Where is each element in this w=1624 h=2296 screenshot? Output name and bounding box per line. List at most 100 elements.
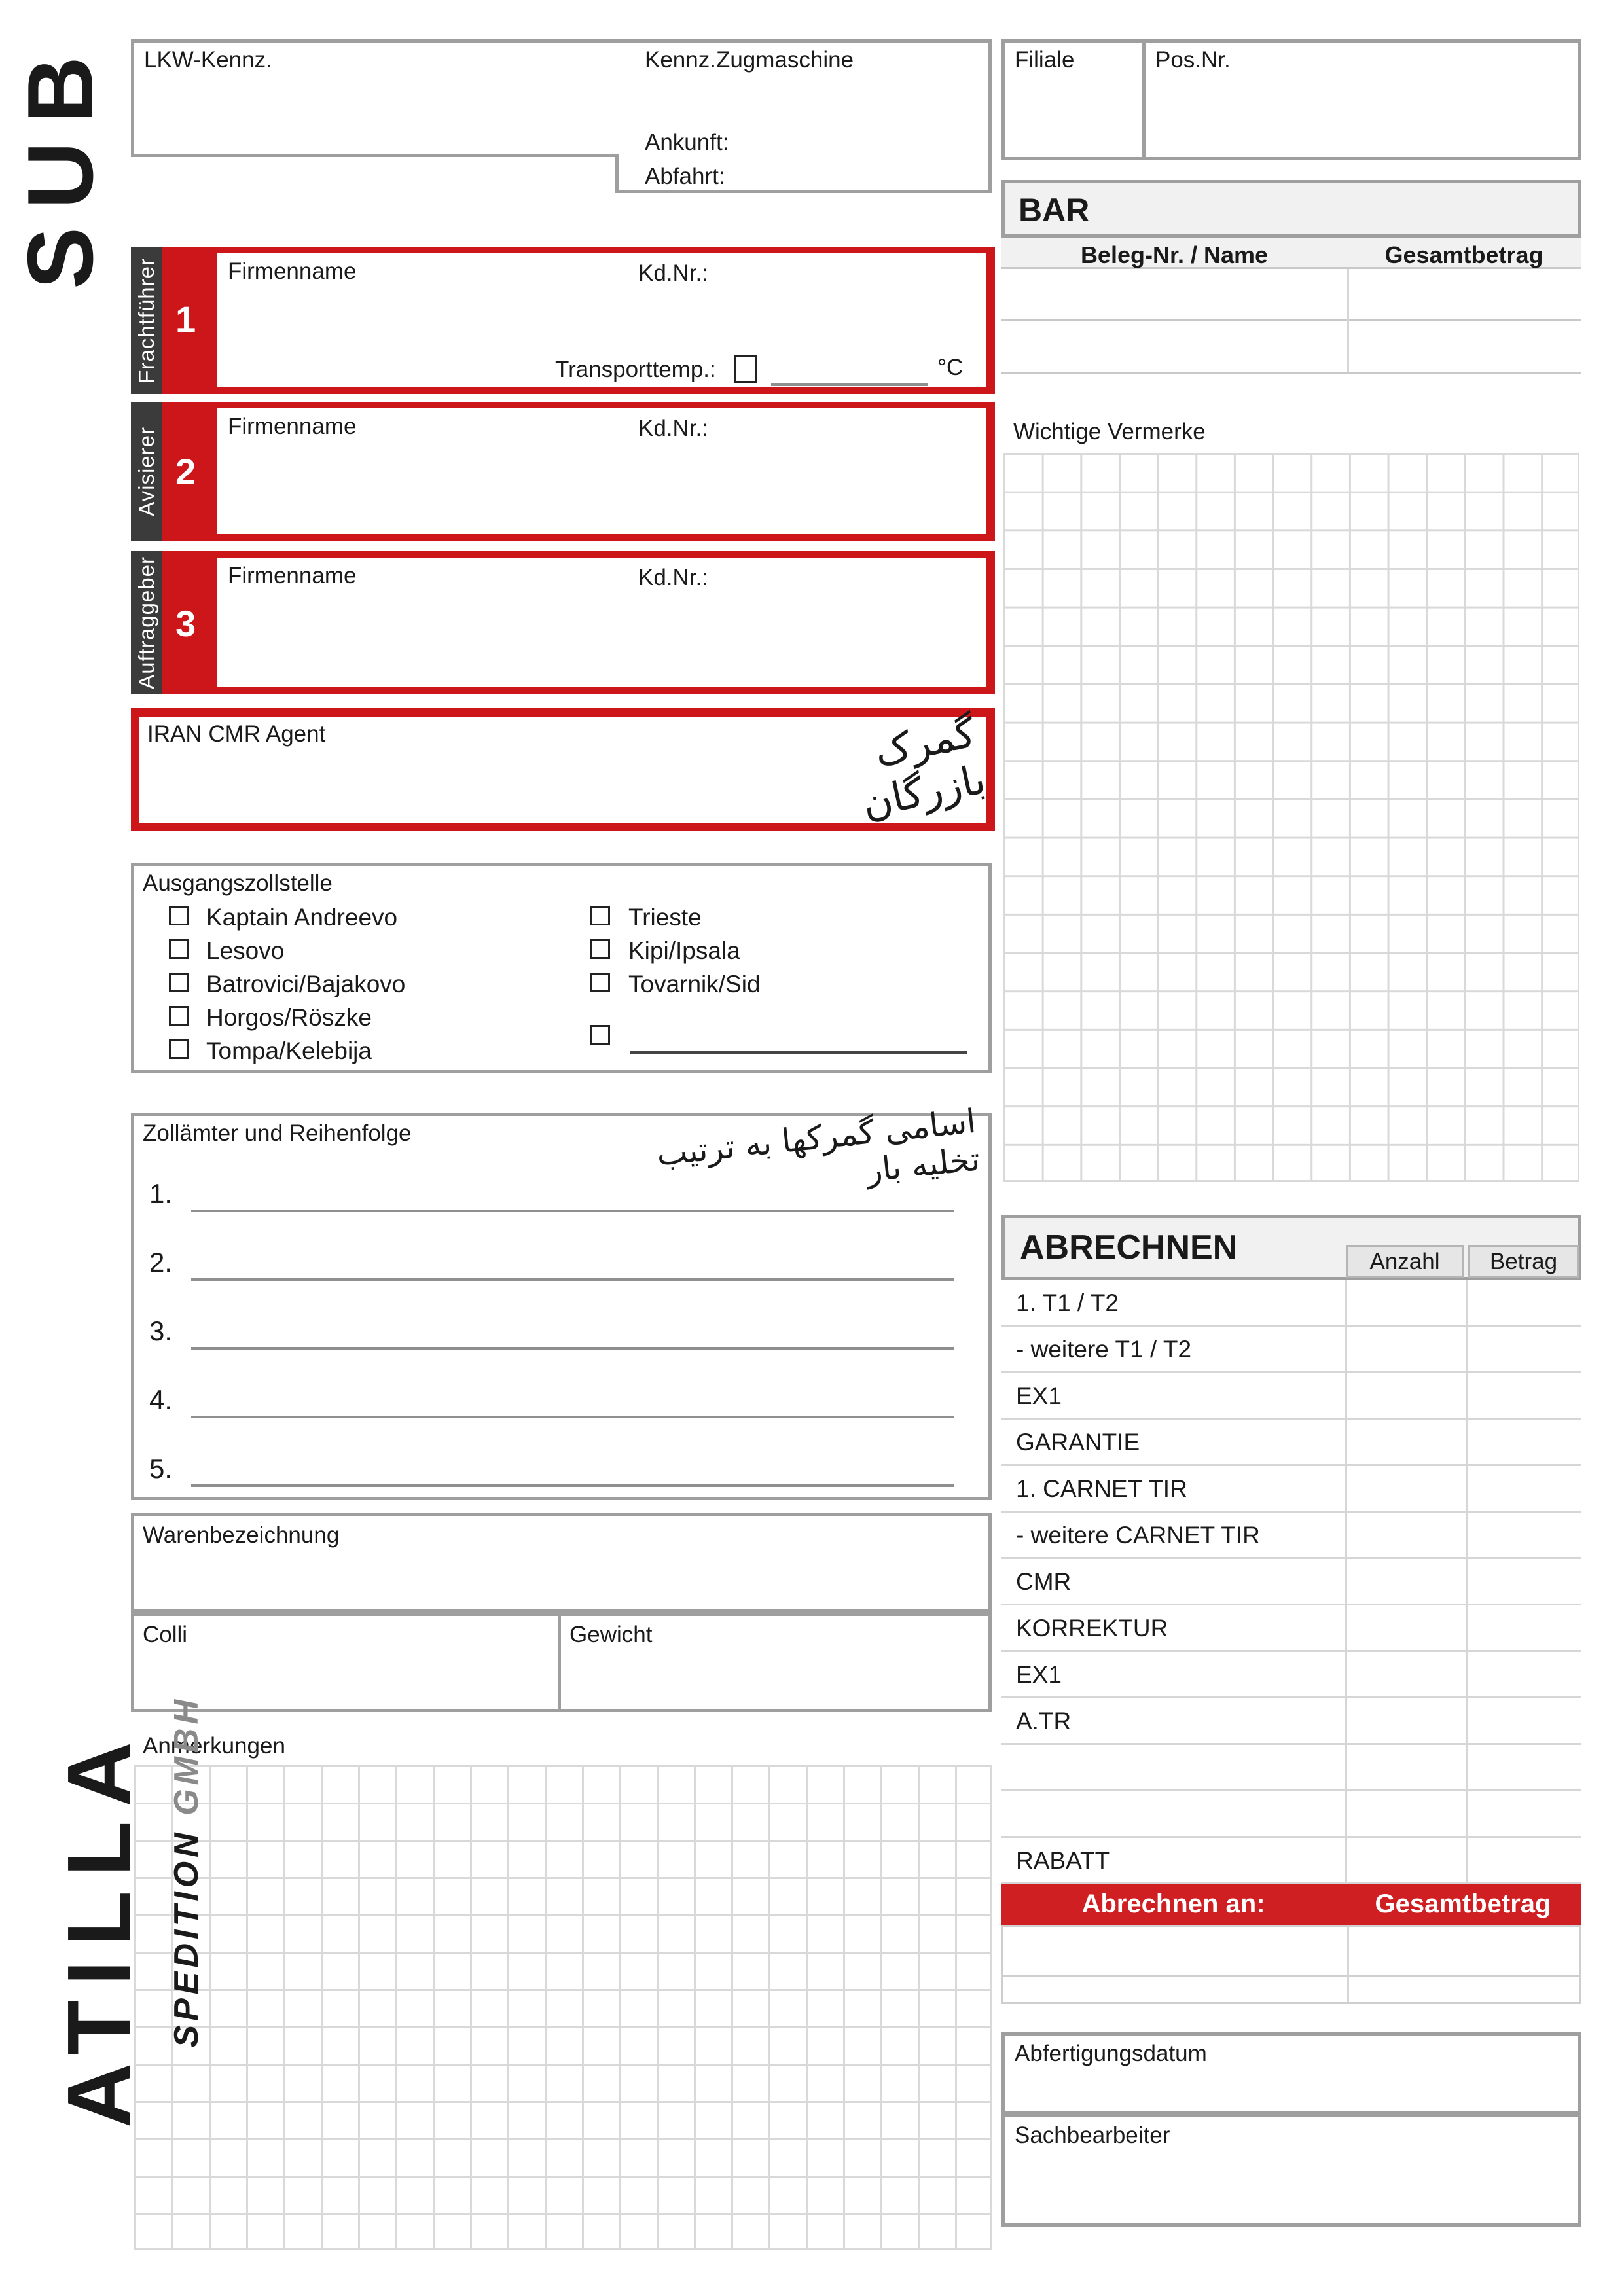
iran-cmr-agent-label: IRAN CMR Agent [147,721,326,747]
section1-firmenname-label: Firmenname [228,259,357,284]
zoll-line-4[interactable] [191,1390,954,1418]
abrechnen-row-ex1-2[interactable]: EX1 [1001,1652,1581,1698]
transporttemp-fill-line[interactable] [771,357,928,386]
option-tompa-kelebija: Tompa/Kelebija [206,1037,372,1064]
anmerkungen-label: Anmerkungen [143,1733,285,1759]
section3-firmenname-label: Firmenname [228,563,357,588]
zoll-line-3-number: 3. [149,1316,173,1346]
anzahl-label: Anzahl [1369,1249,1440,1274]
bar-column-header-row: Beleg-Nr. / Name Gesamtbetrag [1001,238,1581,269]
zoll-line-3[interactable] [191,1321,954,1350]
bar-rows[interactable] [1001,269,1581,374]
vermerke-grid[interactable] [1003,453,1579,1182]
checkbox-tompa-kelebija[interactable] [169,1039,189,1059]
abrechnen-row-weitere-carnet-tir[interactable]: - weitere CARNET TIR [1001,1513,1581,1559]
colli-gewicht-divider [558,1613,561,1712]
zoll-line-1-number: 1. [149,1178,173,1209]
abrechnen-title: ABRECHNEN [1020,1229,1238,1266]
warenbezeichnung-box[interactable] [131,1513,992,1613]
colli-gewicht-box[interactable] [131,1613,992,1712]
sub-logo: SUB [9,26,113,301]
abrechnen-row-weitere-t1t2[interactable]: - weitere T1 / T2 [1001,1327,1581,1373]
abrechnen-footer-bar: Abrechnen an: Gesamtbetrag [1001,1884,1581,1925]
anmerkungen-grid[interactable] [134,1765,992,2250]
zollaemter-box [131,1113,992,1500]
gewicht-label: Gewicht [569,1622,653,1647]
section2-firmenname-label: Firmenname [228,414,357,439]
abrechnen-row-cmr[interactable]: CMR [1001,1559,1581,1605]
bar-row-2[interactable] [1001,321,1581,374]
colli-label: Colli [143,1622,188,1647]
transporttemp-checkbox[interactable] [734,355,757,383]
checkbox-kipi-ipsala[interactable] [590,939,610,959]
section2-field[interactable] [217,408,986,534]
bar-row-1[interactable] [1001,269,1581,321]
bar-title: BAR [1019,192,1090,228]
zollaemter-label: Zollämter und Reihenfolge [143,1121,412,1146]
section3-field[interactable] [217,558,986,687]
section1-kdnr-label: Kd.Nr.: [638,260,708,286]
abrechnen-row-carnet-tir[interactable]: 1. CARNET TIR [1001,1466,1581,1513]
abrechnen-row-t1t2[interactable]: 1. T1 / T2 [1001,1280,1581,1327]
lkw-kennz-box[interactable] [131,39,992,157]
checkbox-batrovici-bajakovo[interactable] [169,973,189,992]
lkw-kennz-label: LKW-Kennz. [144,47,272,73]
sachbearbeiter-box[interactable] [1001,2114,1581,2227]
gesamtbetrag-footer-label: Gesamtbetrag [1375,1890,1551,1918]
abrechnen-row-ex1[interactable]: EX1 [1001,1373,1581,1420]
vermerke-label: Wichtige Vermerke [1013,419,1206,444]
section3-kdnr-label: Kd.Nr.: [638,565,708,590]
zoll-line-2-number: 2. [149,1247,173,1278]
abrechnen-row-atr[interactable]: A.TR [1001,1698,1581,1745]
iran-cmr-agent-box[interactable] [131,708,995,831]
filiale-posnr-divider [1142,39,1146,160]
filiale-posnr-box[interactable] [1001,39,1581,160]
tab-frachtfuehrer-labelwrap: Frachtführer [131,247,162,394]
checkbox-horgos-roeszke[interactable] [169,1006,189,1026]
betrag-header-cell: Betrag [1468,1245,1579,1278]
zoll-line-2[interactable] [191,1252,954,1281]
abrechnen-row-empty-1[interactable] [1001,1745,1581,1791]
checkbox-lesovo[interactable] [169,939,189,959]
sub-logo-text: SUB [8,38,113,289]
tab-avisierer [131,402,162,541]
betrag-label: Betrag [1489,1249,1558,1274]
transporttemp-label: Transporttemp.: [555,357,716,382]
abrechnen-row-garantie[interactable]: GARANTIE [1001,1420,1581,1466]
option-kaptain-andreevo: Kaptain Andreevo [206,904,398,931]
warenbezeichnung-label: Warenbezeichnung [143,1522,340,1548]
zoll-line-1[interactable] [191,1183,954,1212]
ausgangszollstelle-box [131,863,992,1073]
option-lesovo: Lesovo [206,937,285,964]
section2-number: 2 [175,451,196,492]
other-zollstelle-fill-line[interactable] [630,1025,967,1054]
checkbox-tovarnik-sid[interactable] [590,973,610,992]
frachtfuehrer-label: Frachtführer [134,257,158,384]
atilla-spedition-gmbh: SPEDITION GMBH [167,1649,206,2094]
abrechnen-table[interactable]: 1. T1 / T2 - weitere T1 / T2 EX1 GARANTI… [1001,1280,1581,1884]
bar-col-gesamt-label: Gesamtbetrag [1384,242,1543,268]
auftraggeber-label: Auftraggeber [134,556,158,689]
abrechnen-footer-rows[interactable] [1001,1925,1581,2004]
avisierer-label: Avisierer [134,426,158,516]
abfertigungsdatum-label: Abfertigungsdatum [1015,2041,1207,2066]
zoll-line-5[interactable] [191,1458,954,1487]
checkbox-kaptain-andreevo[interactable] [169,906,189,925]
abrechnen-row-empty-2[interactable] [1001,1791,1581,1838]
abrechnen-row-rabatt[interactable]: RABATT [1001,1838,1581,1884]
abfahrt-box-left-edge [615,154,619,193]
spedition-text: SPEDITION [168,1816,206,2048]
checkbox-other-zollstelle[interactable] [590,1025,610,1045]
section1-field[interactable] [217,253,986,387]
abrechnen-row-korrektur[interactable]: KORREKTUR [1001,1605,1581,1652]
section3-number: 3 [175,603,196,644]
tab-frachtfuehrer [131,247,162,394]
abfahrt-box-extension[interactable] [615,154,992,193]
atilla-logo-text: ATILLA [49,1727,150,2128]
abfertigungsdatum-box[interactable] [1001,2032,1581,2114]
section2-kdnr-label: Kd.Nr.: [638,416,708,441]
bar-header [1001,180,1581,238]
checkbox-trieste[interactable] [590,906,610,925]
abfahrt-label: Abfahrt: [645,164,725,189]
